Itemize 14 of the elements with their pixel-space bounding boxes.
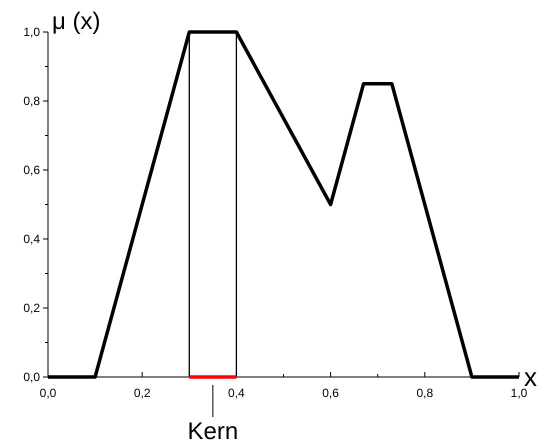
y-tick-label: 0,2 (23, 301, 40, 315)
y-tick-label: 0,6 (23, 163, 40, 177)
x-tick-label: 0,4 (228, 386, 246, 400)
x-tick-label: 1,0 (510, 386, 528, 400)
y-tick-label: 0,0 (23, 370, 40, 384)
series-label: Kern (188, 418, 238, 444)
y-tick-label: 0,8 (23, 94, 40, 108)
x-tick-label: 0,8 (416, 386, 434, 400)
x-tick-label: 0,6 (322, 386, 340, 400)
y-axis-title: μ (x) (52, 8, 100, 35)
x-tick-label: 0,2 (134, 386, 151, 400)
y-tick-label: 1,0 (23, 25, 40, 39)
x-tick-label: 0,0 (40, 386, 57, 400)
y-tick-label: 0,4 (23, 232, 40, 246)
